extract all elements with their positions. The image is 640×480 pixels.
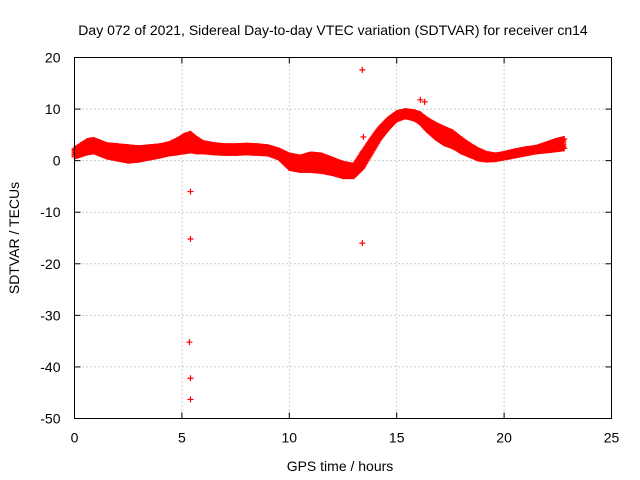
x-tick-label: 0	[71, 430, 79, 446]
y-tick-label: -30	[40, 307, 60, 323]
data-point	[417, 96, 424, 103]
data-point	[186, 339, 193, 346]
chart-title: Day 072 of 2021, Sidereal Day-to-day VTE…	[78, 22, 588, 38]
data-point	[187, 375, 194, 382]
data-point	[421, 98, 428, 105]
x-tick-label: 15	[389, 430, 405, 446]
y-tick-label: -50	[40, 411, 60, 427]
grid	[74, 57, 612, 419]
y-tick-label: -10	[40, 204, 60, 220]
data-point	[187, 236, 194, 243]
x-axis-label: GPS time / hours	[287, 458, 394, 474]
data-point	[187, 396, 194, 403]
data-point	[359, 240, 366, 247]
y-tick-label: -20	[40, 256, 60, 272]
data-point	[360, 133, 367, 140]
y-tick-label: 10	[45, 101, 61, 117]
y-axis-ticks: 20 10 0 -10 -20 -30 -40 -50	[40, 50, 612, 427]
x-tick-label: 20	[496, 430, 512, 446]
x-tick-label: 5	[178, 430, 186, 446]
y-tick-label: -40	[40, 359, 60, 375]
plot-frame	[74, 57, 612, 419]
x-tick-label: 10	[282, 430, 298, 446]
y-tick-label: 20	[45, 50, 61, 66]
y-tick-label: 0	[53, 153, 61, 169]
data-point	[187, 188, 194, 195]
y-axis-label: SDTVAR / TECUs	[6, 182, 22, 294]
x-tick-label: 25	[604, 430, 620, 446]
x-axis-ticks: 0 5 10 15 20 25	[71, 57, 620, 446]
data-points	[71, 66, 568, 403]
data-point	[359, 66, 366, 73]
